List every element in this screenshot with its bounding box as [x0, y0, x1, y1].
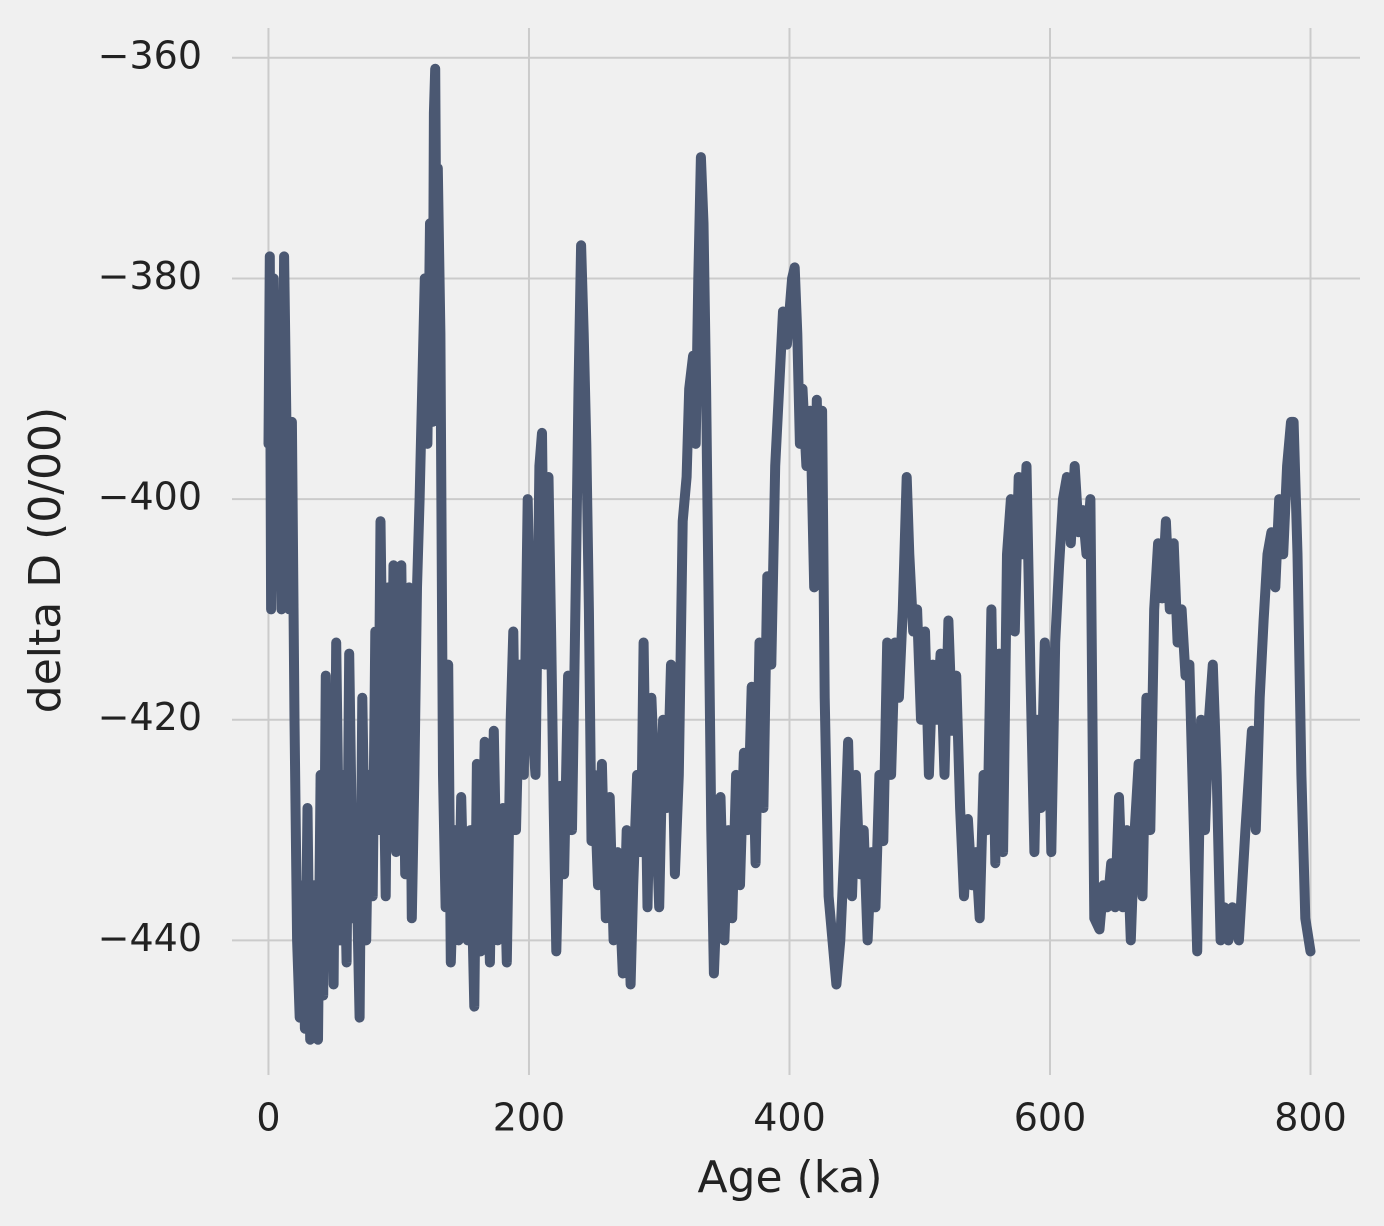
x-tick-label: 600: [1014, 1096, 1087, 1140]
y-tick-label: −400: [98, 475, 202, 519]
x-tick-label: 0: [256, 1096, 280, 1140]
y-tick-label: −360: [98, 33, 202, 77]
y-tick-label: −420: [98, 695, 202, 739]
x-tick-label: 400: [753, 1096, 826, 1140]
y-tick-label: −380: [98, 254, 202, 298]
x-tick-label: 800: [1274, 1096, 1347, 1140]
x-axis-label: Age (ka): [697, 1152, 882, 1203]
data-line: [263, 63, 1316, 1045]
y-tick-label: −440: [98, 916, 202, 960]
y-axis-label: delta D (0/00): [20, 407, 71, 713]
x-tick-label: 200: [493, 1096, 566, 1140]
